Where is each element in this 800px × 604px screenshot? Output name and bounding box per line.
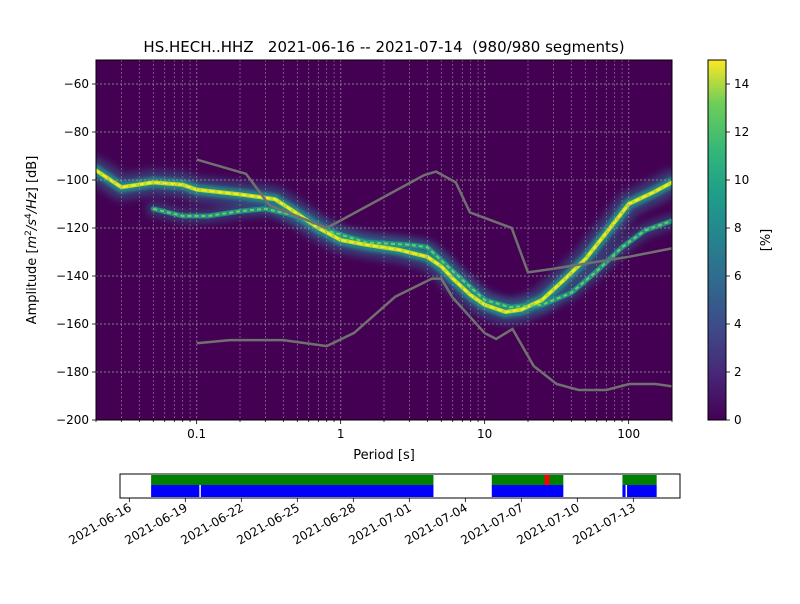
timeline-coverage-bar [491, 475, 564, 485]
timeline-tick-label: 2021-07-04 [402, 500, 469, 547]
colorbar [707, 59, 727, 421]
psd-density [96, 157, 672, 325]
timeline-tick-label: 2021-06-25 [234, 500, 301, 547]
y-tick-label: −80 [64, 125, 89, 139]
timeline-gap [625, 485, 628, 497]
y-tick-label: −120 [56, 221, 89, 235]
colorbar-ticks: 0 2 4 6 8 10 12 14 [726, 77, 749, 427]
colorbar-label: [%] [759, 229, 774, 252]
y-tick-label: −60 [64, 77, 89, 91]
chart-title: HS.HECH..HHZ 2021-06-16 -- 2021-07-14 (9… [143, 38, 624, 56]
y-axis-label: Amplitude [m2/s4/Hz] [dB] [24, 156, 40, 325]
y-tick-label: −200 [56, 413, 89, 427]
grid-lines [96, 60, 672, 420]
colorbar-tick-label: 4 [734, 317, 742, 331]
timeline-tick-label: 2021-07-10 [514, 500, 581, 547]
colorbar-tick-label: 8 [734, 221, 742, 235]
colorbar-tick-label: 0 [734, 413, 742, 427]
y-tick-label: −160 [56, 317, 89, 331]
timeline-ticks: 2021-06-162021-06-192021-06-222021-06-25… [66, 498, 638, 547]
x-axis-label: Period [s] [353, 448, 415, 463]
psd-ridge-peak [96, 169, 672, 314]
timeline-tick-label: 2021-06-22 [178, 500, 245, 547]
x-tick-label: 100 [617, 427, 640, 441]
noise-model-lines [196, 158, 672, 392]
y-tick-label: −140 [56, 269, 89, 283]
timeline-coverage [151, 475, 657, 497]
timeline-tick-label: 2021-07-01 [346, 500, 413, 547]
timeline-overlap-mark [544, 475, 550, 485]
timeline-coverage-bar [151, 475, 434, 485]
x-axis-ticks: 0.1 1 10 100 [95, 420, 673, 441]
x-tick-label: 1 [337, 427, 345, 441]
colorbar-tick-label: 12 [734, 125, 749, 139]
timeline-data-bar [622, 485, 657, 497]
x-tick-label: 10 [477, 427, 492, 441]
timeline-data-bar [491, 485, 564, 497]
high-noise-model-line [196, 277, 672, 392]
timeline-tick-label: 2021-07-13 [570, 500, 637, 547]
colorbar-tick-label: 10 [734, 173, 749, 187]
timeline-tick-label: 2021-07-07 [458, 500, 525, 547]
timeline-tick-label: 2021-06-19 [122, 500, 189, 547]
timeline-tick-label: 2021-06-16 [66, 500, 133, 547]
y-tick-label: −100 [56, 173, 89, 187]
colorbar-tick-label: 14 [734, 77, 749, 91]
timeline-coverage-bar [622, 475, 657, 485]
timeline-tick-label: 2021-06-28 [290, 500, 357, 547]
colorbar-tick-label: 2 [734, 365, 742, 379]
low-noise-model-line [196, 158, 672, 274]
psd-ridge-secondary [153, 207, 672, 309]
timeline-data-bar [151, 485, 434, 497]
y-axis-ticks: −60 −80 −100 −120 −140 −160 −180 −200 [56, 77, 96, 427]
colorbar-tick-label: 6 [734, 269, 742, 283]
x-tick-label: 0.1 [187, 427, 206, 441]
timeline-gap [199, 485, 201, 497]
y-tick-label: −180 [56, 365, 89, 379]
